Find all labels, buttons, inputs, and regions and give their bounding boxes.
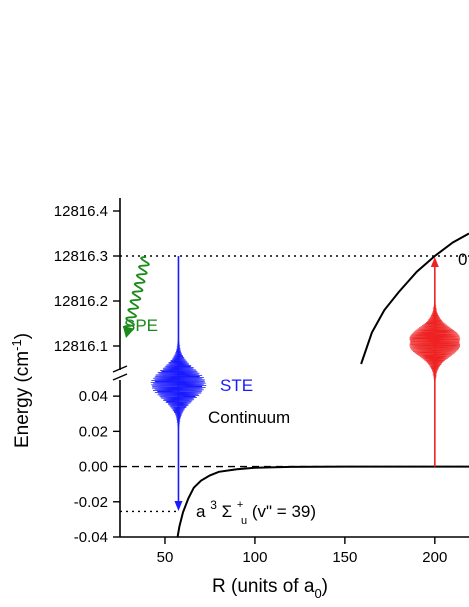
wavepackets (150, 296, 461, 435)
spe-arrowhead (122, 325, 135, 338)
bound-state-sub: u (241, 515, 247, 527)
x-tick-label: 150 (332, 549, 357, 566)
bound-state-label: a 3 Σ + u (v" = 39) (196, 493, 316, 528)
ste-label: STE (220, 376, 253, 395)
x-tick-label: 100 (242, 549, 267, 566)
excited-potential-curve (360, 232, 469, 365)
y-tick-label-lower: -0.04 (74, 529, 108, 546)
right-edge-label: 0 (458, 250, 467, 269)
bound-state-sup-left: 3 (210, 498, 217, 512)
ticks-layer: 50 100 150 200 -0.04 -0.02 0.00 0.02 0.04 12816.1… (54, 203, 448, 566)
y-tick-label-upper: 12816.3 (54, 248, 108, 265)
continuum-label: Continuum (208, 408, 290, 427)
x-tick-label: 200 (422, 549, 447, 566)
bound-state-symbol: Σ (222, 502, 233, 521)
y-tick-label-upper: 12816.2 (54, 293, 108, 310)
spe-wavy-arrow (123, 256, 150, 332)
bound-state-prefix: a (196, 502, 210, 521)
y-tick-label-lower: 0.00 (79, 459, 108, 476)
x-tick-label: 50 (157, 549, 174, 566)
ste-arrowhead (174, 501, 183, 511)
x-axis-title: R (units of a0) (212, 576, 328, 601)
potential-curves (176, 232, 469, 538)
transition-arrows (122, 256, 439, 511)
y-tick-label-upper: 12816.4 (54, 203, 108, 220)
spe-label: SPE (124, 316, 158, 335)
y-tick-label-upper: 12816.1 (54, 338, 108, 355)
y-tick-label-lower: -0.02 (74, 494, 108, 511)
axis-break-mark (112, 365, 128, 381)
ground-potential-curve (176, 465, 469, 538)
bound-state-sup: + (237, 499, 243, 511)
bound-state-suffix: (v" = 39) (252, 502, 316, 521)
y-tick-label-lower: 0.02 (79, 423, 108, 440)
y-axis-title: Energy (cm-1) (9, 333, 33, 448)
y-tick-label-lower: 0.04 (79, 388, 108, 405)
pump-arrowhead (430, 257, 439, 267)
